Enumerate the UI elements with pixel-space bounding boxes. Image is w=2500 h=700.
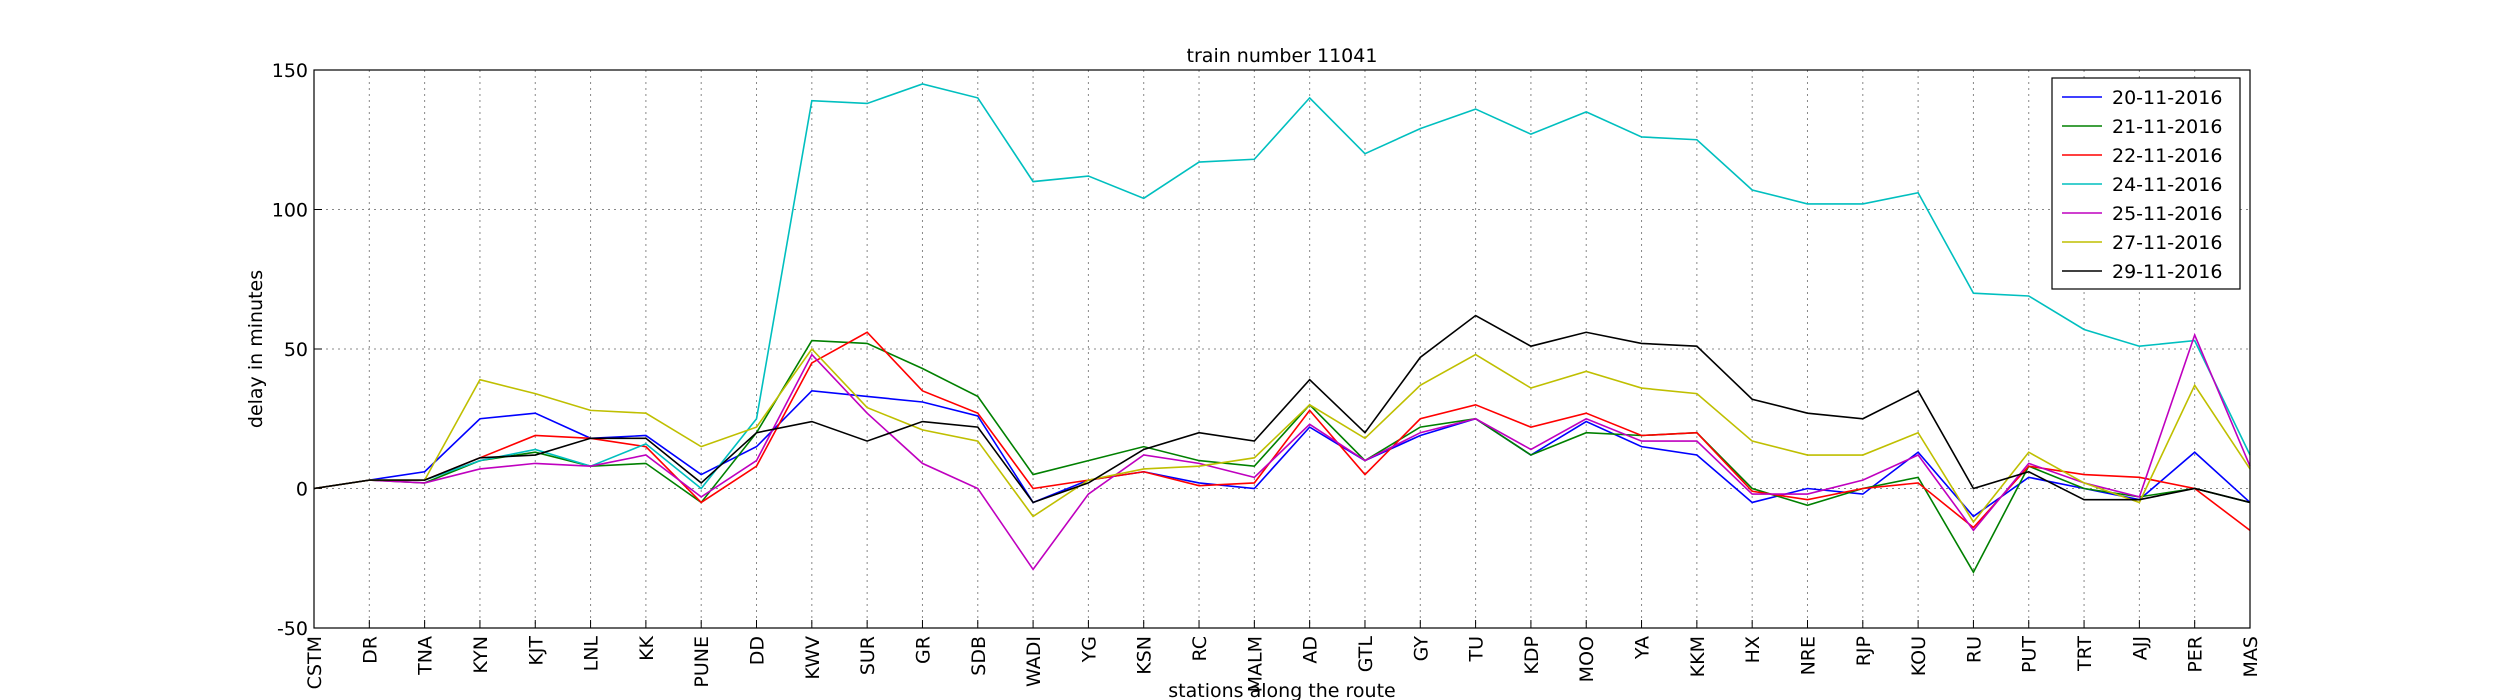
x-tick-label: YA xyxy=(1632,636,1654,660)
x-tick-label: HX xyxy=(1742,636,1764,663)
x-tick-label: KWV xyxy=(802,636,824,680)
x-tick-label: SUR xyxy=(857,636,879,675)
series-line xyxy=(313,331,2251,531)
x-tick-label: KOU xyxy=(1908,636,1930,676)
x-tick-label: LNL xyxy=(581,636,603,672)
x-tick-label: GTL xyxy=(1355,636,1377,673)
x-tick-label: TU xyxy=(1466,636,1488,663)
y-axis-label: delay in minutes xyxy=(245,270,267,428)
y-tick-label: 50 xyxy=(284,339,308,361)
x-tick-label: TNA xyxy=(415,636,437,676)
x-tick-label: TRT xyxy=(2074,636,2096,672)
series-line xyxy=(313,339,2251,574)
y-tick-label: -50 xyxy=(277,618,308,640)
chart-title: train number 11041 xyxy=(1187,45,1378,67)
x-tick-label: KJT xyxy=(525,636,547,666)
series-line xyxy=(313,347,2251,524)
x-tick-label: PUNE xyxy=(691,636,713,688)
x-tick-label: PUT xyxy=(2019,636,2041,673)
x-tick-label: AD xyxy=(1300,636,1322,664)
x-tick-label: KDP xyxy=(1521,636,1543,675)
x-tick-label: PER xyxy=(2185,636,2207,673)
legend-label: 27-11-2016 xyxy=(2112,232,2222,254)
x-tick-label: DR xyxy=(359,636,381,664)
x-tick-label: KK xyxy=(636,635,658,660)
x-tick-label: GR xyxy=(912,636,934,664)
legend-label: 24-11-2016 xyxy=(2112,174,2222,196)
series-line xyxy=(313,83,2251,490)
x-tick-label: AJJ xyxy=(2129,636,2151,660)
y-tick-label: 150 xyxy=(272,60,308,82)
legend-label: 20-11-2016 xyxy=(2112,87,2222,109)
x-tick-label: MAS xyxy=(2240,636,2262,677)
x-tick-label: RC xyxy=(1189,636,1211,662)
x-tick-label: SDB xyxy=(968,636,990,676)
plot-frame xyxy=(313,69,2251,629)
legend-label: 22-11-2016 xyxy=(2112,145,2222,167)
x-tick-label: YG xyxy=(1078,636,1100,663)
x-tick-label: WADI xyxy=(1023,636,1045,687)
legend-label: 25-11-2016 xyxy=(2112,203,2222,225)
x-axis-label: stations along the route xyxy=(1168,680,1395,700)
series-line xyxy=(313,390,2251,518)
x-tick-label: MOO xyxy=(1576,636,1598,682)
series-line xyxy=(313,314,2251,504)
x-tick-label: GY xyxy=(1410,636,1432,662)
x-tick-label: RU xyxy=(1963,636,1985,663)
x-tick-label: CSTM xyxy=(304,636,326,689)
legend-label: 21-11-2016 xyxy=(2112,116,2222,138)
x-tick-label: NRE xyxy=(1797,636,1819,675)
x-tick-label: KYN xyxy=(470,636,492,674)
x-tick-label: MALM xyxy=(1244,636,1266,692)
x-tick-label: KKM xyxy=(1687,636,1709,677)
y-tick-label: 100 xyxy=(272,200,308,222)
x-tick-label: RJP xyxy=(1853,636,1875,666)
legend-label: 29-11-2016 xyxy=(2112,261,2222,283)
series-line xyxy=(313,332,2251,571)
y-tick-label: 0 xyxy=(296,479,308,501)
x-tick-label: DD xyxy=(747,636,769,665)
x-tick-label: KSN xyxy=(1134,636,1156,675)
